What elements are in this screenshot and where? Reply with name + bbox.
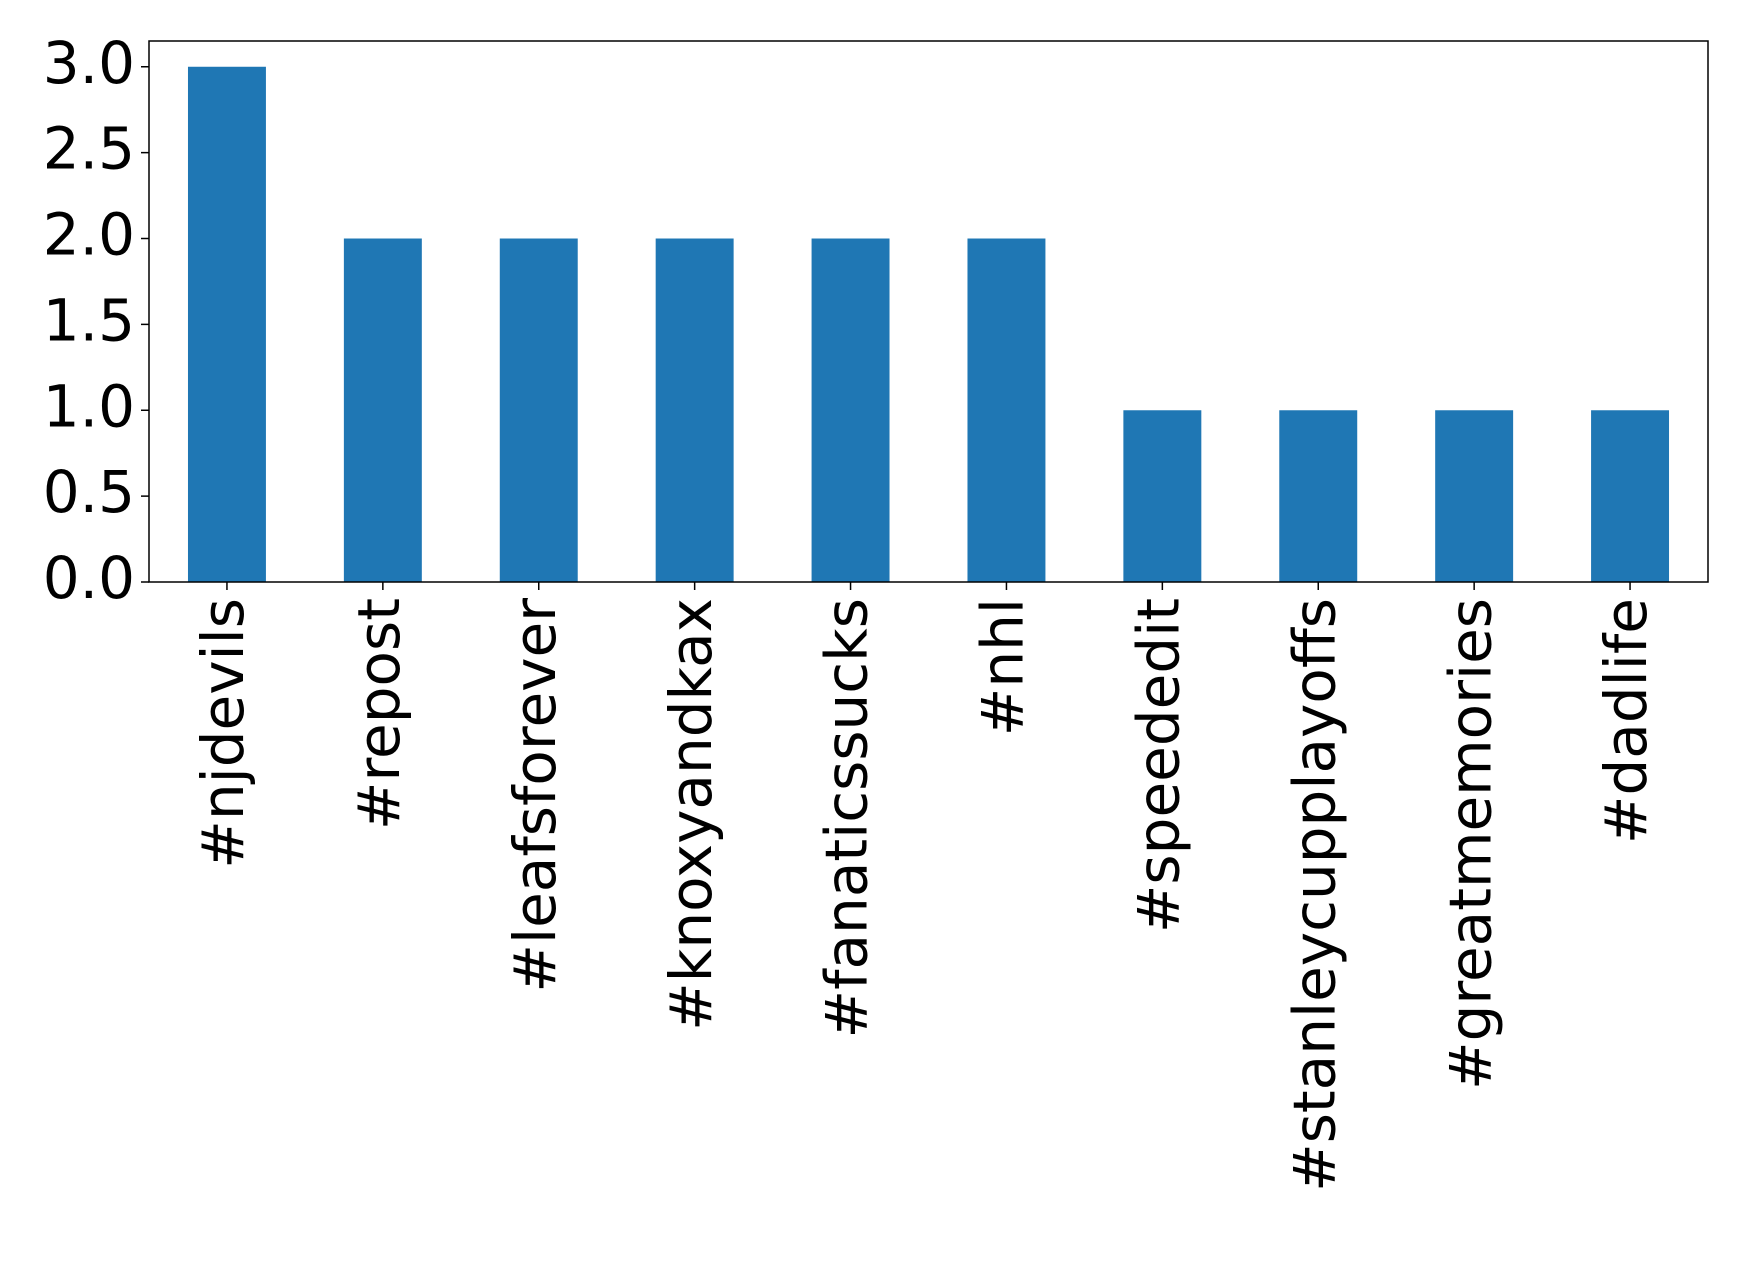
x-tick-label: #repost	[345, 598, 413, 830]
bar	[655, 238, 734, 582]
x-tick-label: #leafsforever	[501, 598, 569, 993]
x-tick-label: #knoxyandkax	[657, 598, 725, 1031]
x-tick-label: #speededit	[1124, 598, 1192, 933]
y-tick-label: 0.5	[43, 458, 135, 526]
bar	[343, 238, 422, 582]
x-tick-label: #stanleycupplayoffs	[1280, 598, 1348, 1192]
bar	[499, 238, 578, 582]
y-tick-label: 1.0	[43, 372, 135, 440]
bar	[1123, 410, 1202, 582]
x-tick-label: #fanaticssucks	[813, 598, 881, 1038]
bar	[967, 238, 1046, 582]
bar	[1591, 410, 1670, 582]
y-tick-label: 0.0	[43, 544, 135, 612]
bar	[1279, 410, 1358, 582]
x-tick-label: #nhl	[969, 598, 1037, 736]
x-tick-label: #njdevils	[189, 598, 257, 869]
bar	[1435, 410, 1514, 582]
x-tick-label: #dadlife	[1592, 598, 1660, 844]
y-tick-label: 1.5	[43, 286, 135, 354]
bar	[811, 238, 890, 582]
bar	[187, 66, 266, 582]
plot-frame	[148, 40, 1709, 583]
x-tick-label: #greatmemories	[1436, 598, 1504, 1090]
y-tick-label: 2.0	[43, 201, 135, 269]
y-tick-label: 3.0	[43, 29, 135, 97]
y-tick-label: 2.5	[43, 115, 135, 183]
